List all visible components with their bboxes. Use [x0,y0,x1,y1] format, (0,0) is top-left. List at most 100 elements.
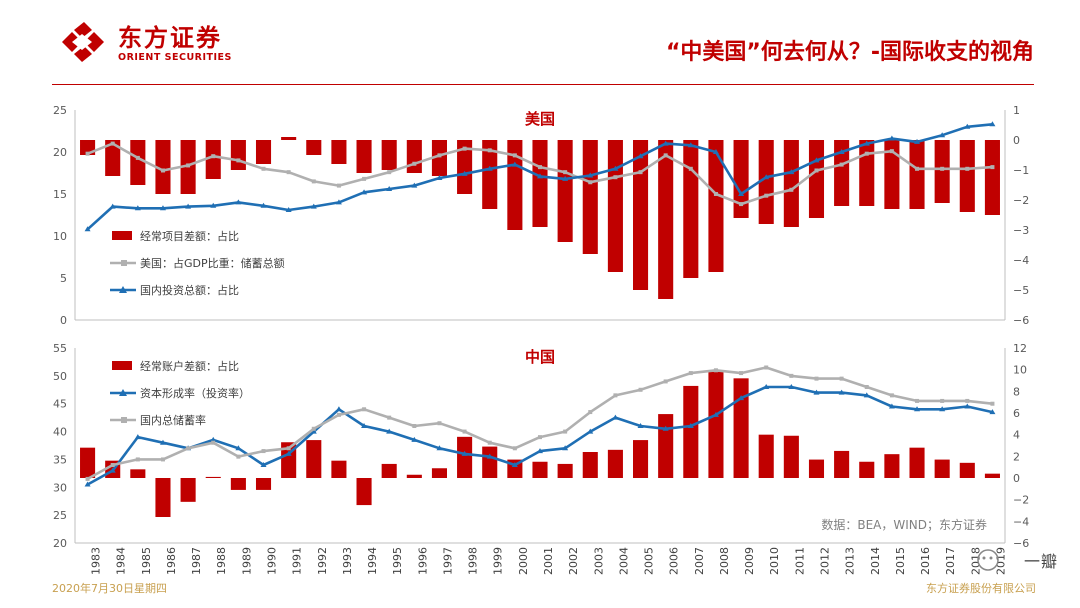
bar [683,140,699,278]
data-point [461,170,468,176]
data-point [511,462,518,467]
x-tick-label: 2018 [969,547,982,575]
data-point [84,481,91,487]
data-point [940,166,945,171]
data-point [814,376,819,381]
data-point [486,453,493,459]
data-point [537,448,543,454]
data-point [335,199,342,205]
data-point [763,174,770,180]
right-tick-label: −3 [1013,224,1029,237]
data-point [285,206,292,212]
data-point [914,138,921,144]
data-point [789,187,794,192]
data-point [135,155,140,160]
bar [431,468,447,478]
data-point [637,153,644,159]
bar [331,460,347,478]
legend-label: 国内投资总额：占比 [140,283,239,297]
bar [281,137,297,140]
left-tick-label: 25 [53,104,67,117]
left-tick-label: 15 [53,188,67,201]
data-point [159,439,166,445]
legend-marker [121,417,127,423]
data-point [889,149,894,154]
bar [884,454,900,478]
source-note: 数据：BEA，WIND；东方证券 [821,517,987,532]
x-tick-label: 2009 [743,547,756,575]
data-point [109,467,116,473]
legend-label: 经常账户差额：占比 [140,359,239,373]
data-point [562,445,569,451]
data-point [361,189,368,195]
bar [984,473,1000,478]
data-point [688,166,693,171]
legend-swatch [112,231,132,240]
right-tick-label: −4 [1013,254,1029,267]
bar [607,140,623,272]
data-point [412,161,417,166]
data-point [738,395,745,401]
data-point [813,157,820,163]
data-point [236,158,241,163]
slide-title: “中美国”何去何从？-国际收支的视角 [665,40,1034,65]
x-tick-label: 1988 [215,547,228,575]
data-point [211,440,216,445]
data-point [84,226,91,232]
left-tick-label: 40 [53,426,67,439]
x-tick-label: 1987 [190,547,203,575]
bar [482,446,498,478]
data-point [462,146,467,151]
data-point [286,170,291,175]
data-point [235,445,242,451]
bar [230,140,246,170]
x-tick-label: 2011 [793,547,806,575]
data-point [638,170,643,175]
data-point [914,406,921,412]
data-point [538,435,542,440]
bar [230,478,246,490]
bar [884,140,900,209]
data-point [412,424,417,428]
bar [205,140,221,179]
x-tick-label: 1990 [266,547,279,575]
bar [934,140,950,203]
data-point [511,161,518,167]
data-point [889,393,894,398]
data-point [989,121,996,127]
data-point [236,454,241,459]
data-point [135,457,140,462]
data-point [662,425,669,431]
left-tick-label: 55 [53,342,67,355]
left-tick-label: 20 [53,146,67,159]
left-tick-label: 30 [53,481,67,494]
data-point [563,429,568,434]
bar [959,462,975,478]
bar [909,140,925,209]
data-point [261,166,266,171]
right-tick-label: 10 [1013,364,1027,377]
data-point [361,423,368,428]
data-point [838,149,845,154]
data-point [387,415,392,420]
data-point [964,403,971,409]
bar [658,140,674,299]
data-point [512,153,517,158]
data-point [411,436,418,442]
bar [180,478,196,502]
data-point [159,205,166,211]
x-tick-label: 2013 [844,547,857,575]
legend-label: 经常项目差额：占比 [140,229,239,243]
bar [658,414,674,478]
legend-label: 美国：占GDP比重：储蓄总额 [140,256,285,270]
data-point [436,445,443,451]
bar [808,459,825,478]
data-point [109,203,116,209]
x-tick-label: 1998 [467,547,480,575]
bar [633,140,649,290]
left-tick-label: 50 [53,370,67,383]
x-tick-label: 2016 [919,547,932,575]
data-point [437,421,442,426]
data-point [965,166,970,171]
data-point [587,172,594,178]
